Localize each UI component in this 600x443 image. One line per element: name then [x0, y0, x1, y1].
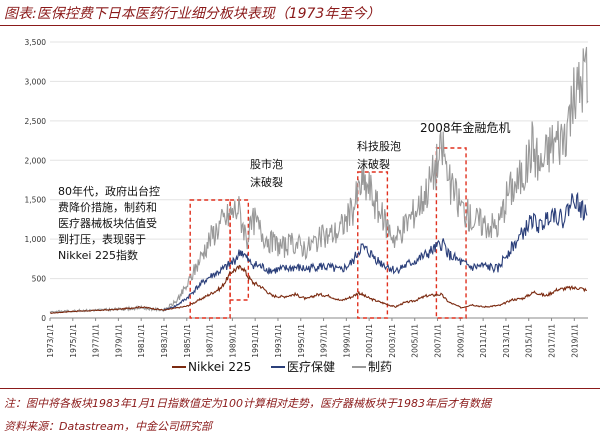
- legend: Nikkei 225 医疗保健 制药: [172, 360, 392, 374]
- y-tick-label: 3,500: [25, 38, 47, 47]
- series-line-0: [50, 264, 587, 314]
- x-tick-label: 1977/1/1: [92, 324, 101, 358]
- annotation-1980s-line5: Nikkei 225指数: [58, 248, 138, 262]
- annotation-1980s-line2: 费降价措施，制药和: [58, 200, 157, 214]
- annotation-bubble-line1: 股市泡: [250, 157, 283, 171]
- annotation-tech-line2: 沫破裂: [357, 157, 390, 171]
- footer-note: 注：图中将各板块1983年1月1日指数值定为100计算相对走势，医疗器械板块于1…: [4, 397, 491, 410]
- annotation-bubble-line2: 沫破裂: [250, 175, 283, 189]
- x-tick-label: 2007/1/1: [434, 324, 443, 358]
- y-tick-label: 2,500: [25, 117, 47, 126]
- annotation-1980s-line1: 80年代，政府出台控: [58, 184, 160, 198]
- chart-title: 图表:医保控费下日本医药行业细分板块表现（1973年至今）: [4, 6, 381, 22]
- x-tick-label: 2001/1/1: [365, 324, 374, 358]
- x-tick-label: 1983/1/1: [160, 324, 169, 358]
- x-tick-label: 1973/1/1: [46, 324, 55, 358]
- x-tick-label: 1989/1/1: [228, 324, 237, 358]
- x-tick-label: 2009/1/1: [456, 324, 465, 358]
- x-tick-label: 2019/1/1: [570, 324, 579, 358]
- x-tick-label: 2005/1/1: [411, 324, 420, 358]
- highlight-box: [189, 199, 231, 319]
- x-tick-label: 2011/1/1: [479, 324, 488, 358]
- y-tick-label: 0: [41, 314, 46, 323]
- footer-source: 资料来源：Datastream，中金公司研究部: [4, 420, 213, 433]
- x-tick-label: 2013/1/1: [502, 324, 511, 358]
- x-tick-label: 1991/1/1: [251, 324, 260, 358]
- x-tick-label: 2015/1/1: [525, 324, 534, 358]
- chart-svg: 0 500 1,000 1,500 2,000 2,500 3,000 3,500 1973/…: [25, 38, 589, 374]
- x-tick-label: 1985/1/1: [183, 324, 192, 358]
- y-tick-label: 1,000: [25, 235, 47, 244]
- highlight-boxes: [189, 147, 467, 319]
- annotation-bubble-burst: 股市泡 沫破裂: [250, 157, 283, 189]
- legend-label-healthcare: 医疗保健: [287, 360, 335, 374]
- x-tick-label: 1975/1/1: [69, 324, 78, 358]
- x-tick-label: 1981/1/1: [137, 324, 146, 358]
- x-tick-label: 1979/1/1: [114, 324, 123, 358]
- annotation-2008-line1: 2008年金融危机: [420, 120, 511, 135]
- x-tick-label: 2017/1/1: [548, 324, 557, 358]
- series-line-2: [49, 46, 589, 314]
- annotation-2008-crisis: 2008年金融危机: [420, 120, 511, 135]
- y-tick-label: 3,000: [25, 77, 47, 86]
- highlight-box: [357, 171, 389, 319]
- x-tick-label: 1993/1/1: [274, 324, 283, 358]
- annotation-tech-bubble: 科技股泡 沫破裂: [357, 139, 401, 171]
- x-tick-label: 1997/1/1: [320, 324, 329, 358]
- y-tick-label: 500: [32, 275, 47, 284]
- annotation-1980s: 80年代，政府出台控 费降价措施，制药和 医疗器械板块估值受 到打压，表现弱于 …: [58, 184, 160, 262]
- x-tick-label: 1995/1/1: [297, 324, 306, 358]
- y-axis-ticks: 0 500 1,000 1,500 2,000 2,500 3,000 3,500: [25, 38, 47, 323]
- x-axis-ticks: 1973/1/1 1975/1/1 1977/1/1 1979/1/1 1981/1/1…: [46, 318, 579, 358]
- annotation-tech-line1: 科技股泡: [357, 139, 401, 153]
- y-tick-label: 1,500: [25, 196, 47, 205]
- legend-label-nikkei: Nikkei 225: [188, 360, 251, 374]
- x-tick-label: 1999/1/1: [342, 324, 351, 358]
- title-divider: [0, 25, 600, 26]
- annotation-1980s-line4: 到打压，表现弱于: [58, 232, 146, 246]
- footer-divider: [0, 388, 600, 389]
- series-line-1: [163, 191, 588, 311]
- legend-label-pharma: 制药: [368, 360, 392, 374]
- series-lines: [49, 46, 589, 314]
- x-tick-label: 1987/1/1: [206, 324, 215, 358]
- highlight-box: [435, 147, 467, 319]
- x-tick-label: 2003/1/1: [388, 324, 397, 358]
- y-tick-label: 2,000: [25, 156, 47, 165]
- annotation-1980s-line3: 医疗器械板块估值受: [58, 216, 157, 230]
- y-gridlines: [50, 41, 588, 319]
